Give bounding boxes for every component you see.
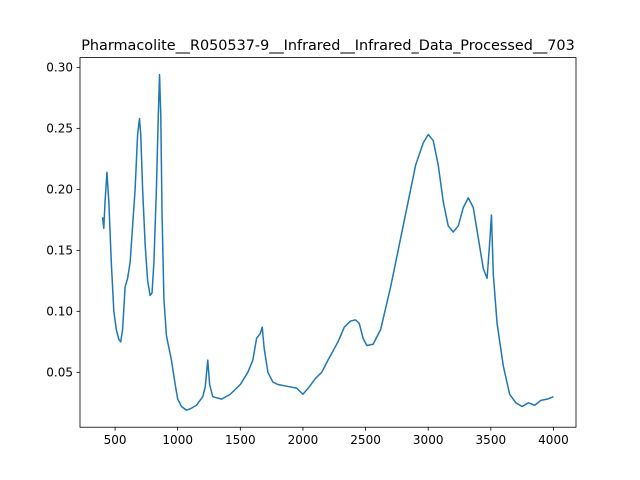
x-tick-label: 2500 (350, 433, 381, 447)
y-tick-label: 0.25 (46, 121, 73, 135)
y-tick-label: 0.15 (46, 243, 73, 257)
x-tick-label: 500 (104, 433, 127, 447)
axes-frame (79, 57, 577, 428)
y-tick-label: 0.30 (46, 60, 73, 74)
y-tick-label: 0.05 (46, 365, 73, 379)
y-tick-label: 0.20 (46, 182, 73, 196)
x-tick-label: 3000 (413, 433, 444, 447)
x-tick-label: 1000 (162, 433, 193, 447)
y-tick-label: 0.10 (46, 304, 73, 318)
x-tick-label: 3500 (476, 433, 507, 447)
x-tick-label: 2000 (288, 433, 319, 447)
data-line (101, 73, 554, 411)
x-tick-label: 1500 (225, 433, 256, 447)
chart-title: Pharmacolite__R050537-9__Infrared__Infra… (81, 38, 574, 54)
x-tick-label: 4000 (538, 433, 569, 447)
